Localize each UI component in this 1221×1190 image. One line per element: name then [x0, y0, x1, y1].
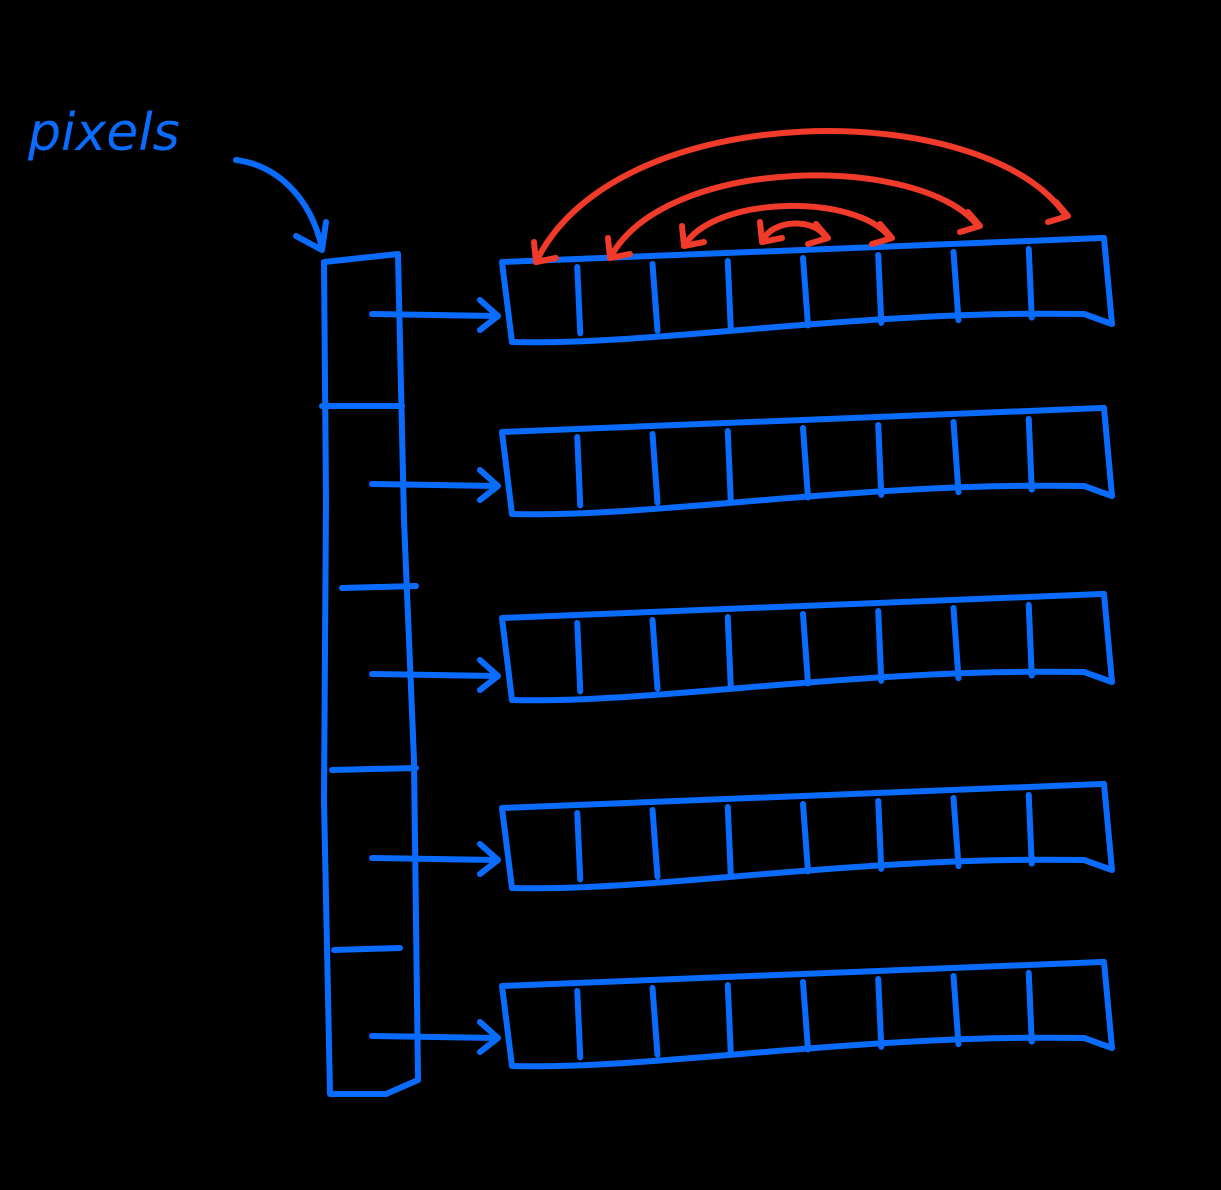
- swap-arcs: [531, 128, 1071, 265]
- cell-divider: [574, 263, 584, 337]
- cell-divider: [875, 607, 885, 684]
- row-pointer-array: [319, 251, 421, 1097]
- cell-divider: [1025, 415, 1035, 493]
- pointer-arrow-icon: [369, 1019, 501, 1055]
- cell-divider: [875, 975, 885, 1050]
- cell-divider: [649, 430, 661, 506]
- swap-arrow-icon: [757, 219, 831, 247]
- cell-divider: [800, 424, 811, 501]
- cell-divider: [574, 433, 584, 509]
- row-array: [369, 780, 1115, 892]
- row-array: [369, 958, 1115, 1070]
- cell-divider: [875, 797, 885, 872]
- cell-divider: [574, 987, 584, 1061]
- cell-divider: [724, 803, 734, 878]
- cell-divider: [724, 257, 734, 332]
- cell-divider: [800, 978, 811, 1053]
- cell-divider: [875, 421, 885, 498]
- cell-divider: [800, 254, 811, 329]
- cell-divider: [1025, 245, 1035, 321]
- row-outline: [499, 404, 1115, 518]
- row-array: [369, 404, 1115, 518]
- cell-divider: [649, 806, 661, 880]
- cell-divider: [1025, 969, 1035, 1045]
- row-array: [369, 234, 1115, 346]
- pointer-arrow-icon: [369, 467, 501, 503]
- row-outline: [499, 590, 1115, 704]
- cell-divider: [950, 972, 962, 1048]
- cell-divider: [649, 260, 661, 334]
- pixels-label: pixels: [27, 103, 180, 163]
- row-arrays: [369, 234, 1115, 1070]
- label-pointer-arrow-icon: [233, 157, 329, 253]
- cell-divider: [649, 984, 661, 1058]
- cell-divider: [649, 616, 661, 692]
- cell-divider: [724, 613, 734, 690]
- column-outline: [321, 251, 421, 1097]
- row-outline: [499, 958, 1115, 1070]
- column-divider: [331, 945, 403, 953]
- cell-divider: [574, 809, 584, 883]
- swap-arrow-icon: [531, 128, 1071, 265]
- cell-divider: [724, 981, 734, 1056]
- row-outline: [499, 780, 1115, 892]
- cell-divider: [950, 604, 962, 682]
- cell-divider: [1025, 601, 1035, 679]
- cell-divider: [875, 251, 885, 326]
- pointer-arrow-icon: [369, 657, 501, 693]
- cell-divider: [574, 619, 584, 695]
- cell-divider: [800, 610, 811, 687]
- cell-divider: [950, 248, 962, 324]
- swap-arrow-icon: [605, 172, 983, 261]
- cell-divider: [950, 794, 962, 870]
- cell-divider: [724, 427, 734, 504]
- column-divider: [329, 765, 419, 773]
- cell-divider: [800, 800, 811, 875]
- pointer-arrow-icon: [369, 841, 501, 877]
- pointer-arrow-icon: [369, 297, 501, 333]
- column-divider: [339, 583, 419, 591]
- swap-arrow-icon: [679, 202, 895, 249]
- row-outline: [499, 234, 1115, 346]
- row-array: [369, 590, 1115, 704]
- cell-divider: [1025, 791, 1035, 867]
- cell-divider: [950, 418, 962, 496]
